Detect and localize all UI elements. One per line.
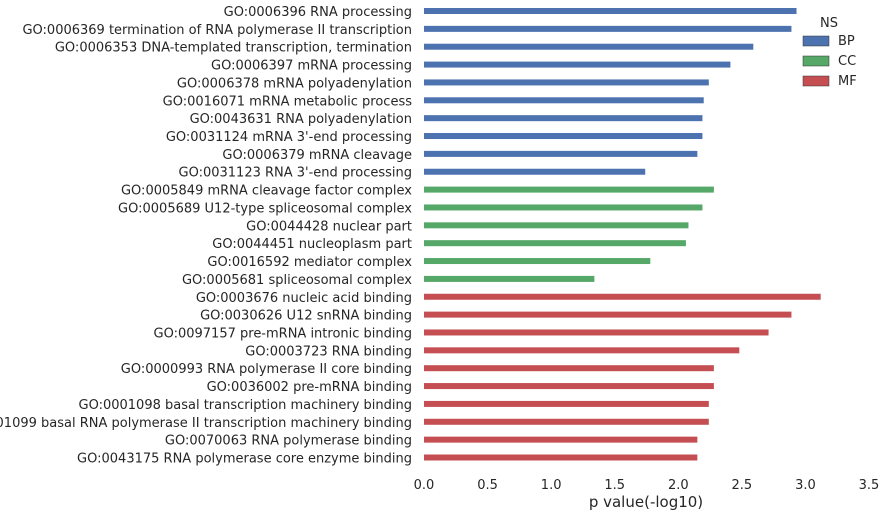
- x-tick-label: 0.5: [477, 478, 498, 493]
- bar-cc: [424, 204, 703, 211]
- legend-title: NS: [820, 16, 838, 31]
- legend-label: CC: [838, 54, 856, 69]
- bar-cc: [424, 222, 689, 229]
- y-tick-label: GO:0003676 nucleic acid binding: [196, 291, 412, 306]
- legend-swatch-bp: [802, 35, 830, 47]
- bar-bp: [424, 168, 646, 175]
- y-tick-label: GO:0031124 mRNA 3'-end processing: [166, 130, 412, 145]
- y-tick-label: GO:0070063 RNA polymerase binding: [165, 434, 412, 449]
- bar-mf: [424, 436, 698, 443]
- legend-label: MF: [838, 74, 857, 89]
- x-tick-label: 2.0: [668, 478, 689, 493]
- bar-mf: [424, 454, 698, 461]
- x-tick-label: 1.0: [541, 478, 562, 493]
- legend-entries: BP CC MF: [802, 34, 857, 89]
- legend-swatch-cc: [802, 55, 830, 67]
- bar-bp: [424, 150, 698, 157]
- y-tick-label: GO:0044451 nucleoplasm part: [212, 237, 412, 252]
- y-tick-label: GO:0031123 RNA 3'-end processing: [179, 166, 413, 181]
- y-tick-label: GO:0001099 basal RNA polymerase II trans…: [0, 416, 412, 431]
- bar-cc: [424, 240, 686, 247]
- bar-bp: [424, 8, 797, 14]
- bar-bp: [424, 79, 709, 86]
- bar-mf: [424, 293, 821, 300]
- x-tick-label: 1.5: [604, 478, 625, 493]
- bar-mf: [424, 365, 714, 372]
- x-tick-label: 3.5: [859, 478, 880, 493]
- y-tick-label: GO:0006379 mRNA cleavage: [222, 148, 412, 163]
- legend-swatch-mf: [802, 75, 830, 87]
- y-tick-label: GO:0016071 mRNA metabolic process: [163, 94, 413, 109]
- y-tick-label: GO:0016592 mediator complex: [207, 255, 412, 270]
- bar-bp: [424, 61, 731, 68]
- y-tick-label: GO:0044428 nuclear part: [246, 219, 412, 234]
- y-tick-label: GO:0043175 RNA polymerase core enzyme bi…: [77, 452, 412, 467]
- bar-bp: [424, 25, 792, 32]
- bar-mf: [424, 347, 740, 354]
- x-tick-label: 2.5: [732, 478, 753, 493]
- bar-mf: [424, 418, 709, 425]
- y-tick-label: GO:0005689 U12-type spliceosomal complex: [118, 201, 412, 216]
- y-tick-label: GO:0000993 RNA polymerase II core bindin…: [121, 362, 412, 377]
- bar-mf: [424, 383, 714, 390]
- bar-mf: [424, 329, 769, 336]
- y-tick-label: GO:0006353 DNA-templated transcription, …: [55, 41, 412, 56]
- bar-cc: [424, 275, 595, 282]
- y-tick-label: GO:0097157 pre-mRNA intronic binding: [154, 326, 412, 341]
- bar-bp: [424, 97, 704, 104]
- y-tick-labels: GO:0006396 RNA processing GO:0006369 term…: [0, 5, 412, 467]
- x-tick-label: 3.0: [795, 478, 816, 493]
- x-tick-labels: 0.0 0.5 1.0 1.5 2.0 2.5 3.0 3.5: [414, 478, 880, 493]
- legend-label: BP: [838, 34, 855, 49]
- y-tick-label: GO:0043631 RNA polyadenylation: [190, 112, 412, 127]
- bar-mf: [424, 400, 709, 407]
- bar-bp: [424, 133, 703, 140]
- y-tick-label: GO:0006396 RNA processing: [224, 5, 412, 20]
- y-tick-label: GO:0005849 mRNA cleavage factor complex: [121, 184, 412, 199]
- y-tick-label: GO:0006397 mRNA processing: [211, 59, 412, 74]
- bar-cc: [424, 258, 651, 265]
- y-tick-label: GO:0006369 termination of RNA polymerase…: [22, 23, 412, 38]
- x-tick-label: 0.0: [414, 478, 435, 493]
- bars-layer: [424, 8, 821, 461]
- bar-mf: [424, 311, 792, 318]
- y-tick-label: GO:0006378 mRNA polyadenylation: [177, 76, 412, 91]
- legend: NS BP CC MF: [802, 16, 857, 89]
- bar-bp: [424, 115, 703, 122]
- bar-bp: [424, 43, 754, 50]
- y-tick-label: GO:0030626 U12 snRNA binding: [200, 309, 412, 324]
- y-tick-label: GO:0003723 RNA binding: [245, 344, 412, 359]
- y-tick-label: GO:0001098 basal transcription machinery…: [79, 398, 413, 413]
- y-tick-label: GO:0005681 spliceosomal complex: [182, 273, 412, 288]
- bar-cc: [424, 186, 714, 193]
- x-axis-label: p value(-log10): [589, 493, 703, 511]
- y-tick-label: GO:0036002 pre-mRNA binding: [207, 380, 412, 395]
